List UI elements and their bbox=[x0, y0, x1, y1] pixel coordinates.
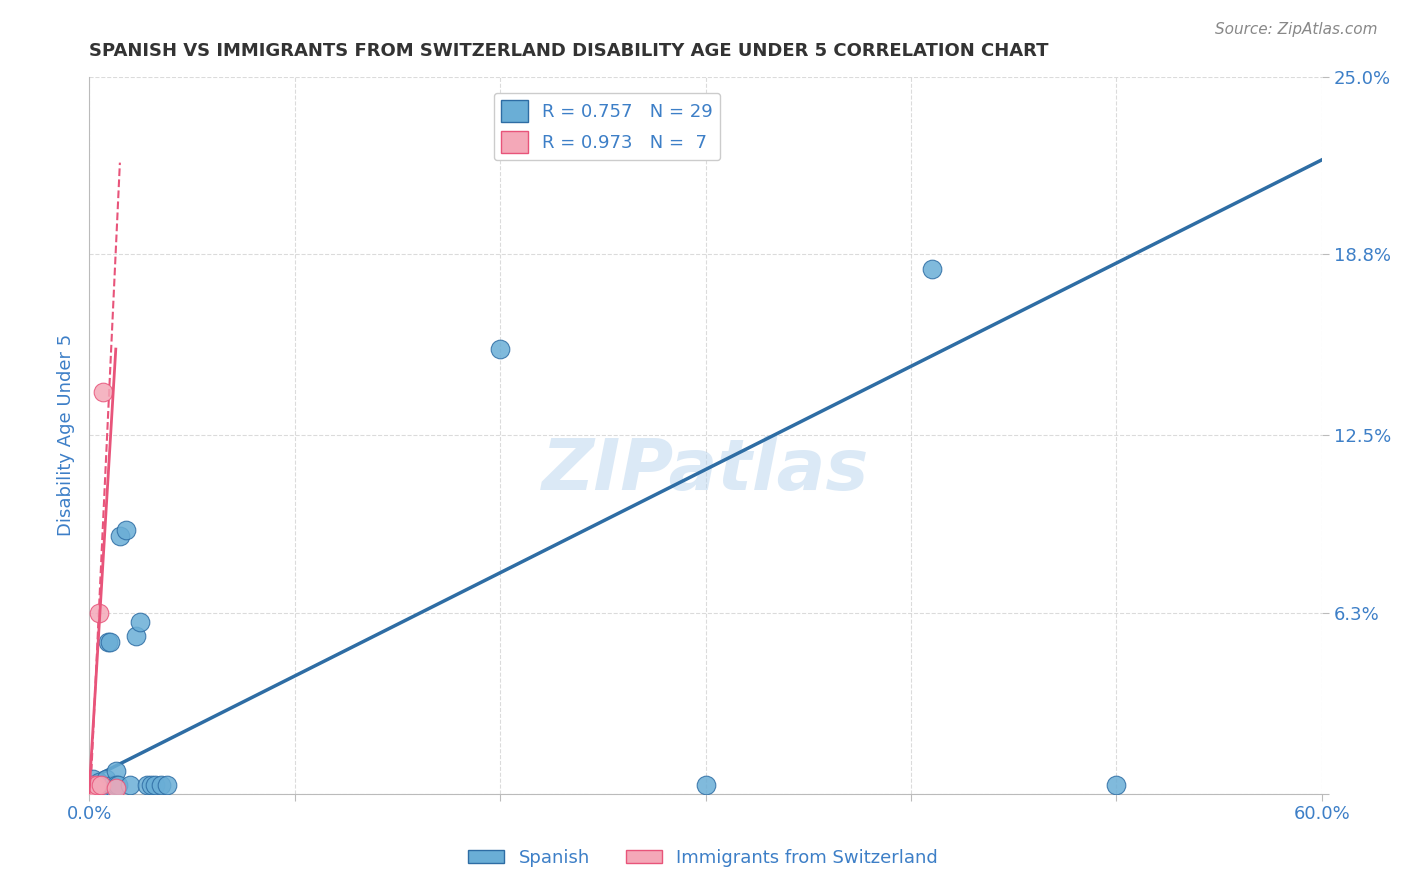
Point bbox=[89, 775, 111, 789]
Point bbox=[139, 778, 162, 792]
Legend: Spanish, Immigrants from Switzerland: Spanish, Immigrants from Switzerland bbox=[461, 842, 945, 874]
Point bbox=[921, 261, 943, 276]
Point bbox=[156, 778, 179, 792]
Point bbox=[135, 778, 157, 792]
Point bbox=[82, 772, 104, 787]
Point bbox=[125, 629, 148, 643]
Text: Source: ZipAtlas.com: Source: ZipAtlas.com bbox=[1215, 22, 1378, 37]
Point bbox=[120, 778, 142, 792]
Text: ZIPatlas: ZIPatlas bbox=[541, 436, 869, 506]
Point bbox=[94, 772, 117, 787]
Point bbox=[90, 778, 112, 792]
Point bbox=[104, 778, 127, 792]
Point bbox=[104, 764, 127, 778]
Point bbox=[90, 778, 112, 792]
Point bbox=[129, 615, 152, 629]
Point bbox=[89, 780, 111, 795]
Point bbox=[97, 634, 120, 648]
Point bbox=[695, 778, 717, 792]
Point bbox=[149, 778, 172, 792]
Point bbox=[93, 385, 115, 400]
Point bbox=[104, 780, 127, 795]
Point bbox=[103, 780, 125, 795]
Point bbox=[143, 778, 166, 792]
Point bbox=[115, 523, 138, 537]
Y-axis label: Disability Age Under 5: Disability Age Under 5 bbox=[58, 334, 75, 536]
Text: SPANISH VS IMMIGRANTS FROM SWITZERLAND DISABILITY AGE UNDER 5 CORRELATION CHART: SPANISH VS IMMIGRANTS FROM SWITZERLAND D… bbox=[89, 42, 1049, 60]
Point bbox=[489, 342, 512, 356]
Point bbox=[84, 780, 107, 795]
Point bbox=[82, 778, 104, 792]
Point bbox=[98, 634, 121, 648]
Point bbox=[94, 780, 117, 795]
Point bbox=[100, 778, 122, 792]
Point bbox=[89, 606, 111, 620]
Legend: R = 0.757   N = 29, R = 0.973   N =  7: R = 0.757 N = 29, R = 0.973 N = 7 bbox=[494, 93, 720, 161]
Point bbox=[108, 528, 131, 542]
Point bbox=[93, 778, 115, 792]
Point bbox=[86, 778, 108, 792]
Point bbox=[1105, 778, 1128, 792]
Point bbox=[107, 778, 129, 792]
Point bbox=[86, 778, 108, 792]
